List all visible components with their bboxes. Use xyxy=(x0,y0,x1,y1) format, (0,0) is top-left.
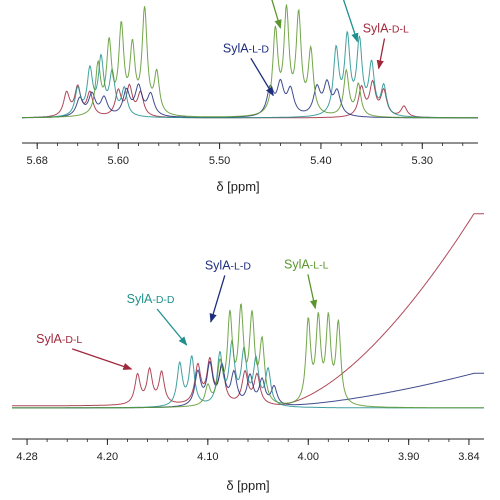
top-spectrum-panel: 5.68 5.60 5.50 5.40 5.30 δ [ppm] SylA-D-L Syl… xyxy=(22,0,478,194)
top-arrow-syla-l-l xyxy=(271,0,282,29)
bottom-x-tick-label: 4.00 xyxy=(298,451,319,463)
bottom-x-axis-title: δ [ppm] xyxy=(226,478,269,493)
bottom-x-tick-label: 3.90 xyxy=(398,451,419,463)
bottom-trace-syla-l-l xyxy=(12,303,484,409)
bottom-trace-syla-d-d xyxy=(12,339,484,409)
bottom-arrow-syla-d-d xyxy=(156,308,188,346)
top-x-tick-label: 5.40 xyxy=(310,155,331,167)
top-arrow-syla-d-l xyxy=(376,38,386,70)
bottom-arrow-syla-d-l xyxy=(71,348,133,370)
top-x-tick-label: 5.60 xyxy=(108,155,129,167)
top-label-syla-l-d: SylA-L-D xyxy=(223,41,270,55)
bottom-x-tick-label: 3.84 xyxy=(458,451,479,463)
bottom-x-tick-label: 4.10 xyxy=(197,451,218,463)
top-trace-syla-l-l xyxy=(22,4,478,119)
bottom-spectrum-traces xyxy=(12,213,484,409)
bottom-x-tick-label: 4.20 xyxy=(97,451,118,463)
top-trace-syla-l-d xyxy=(22,78,478,119)
bottom-label-syla-l-d: SylA-L-D xyxy=(205,258,252,272)
top-trace-syla-d-d xyxy=(22,30,478,119)
bottom-label-syla-l-l: SylA-L-L xyxy=(284,257,329,271)
top-x-tick-label: 5.50 xyxy=(209,155,230,167)
bottom-label-syla-d-l: SylA-D-L xyxy=(36,332,82,346)
top-arrow-syla-l-d xyxy=(250,57,274,97)
bottom-x-tick-label: 4.28 xyxy=(16,451,37,463)
bottom-annotations: SylA-D-L SylA-L-D SylA-D-D SylA-L-L xyxy=(36,257,329,370)
bottom-x-axis-ticks: 4.28 4.20 4.10 4.00 3.90 3.84 xyxy=(16,439,480,463)
bottom-arrow-syla-l-l xyxy=(307,274,318,310)
bottom-arrow-syla-l-d xyxy=(209,275,226,323)
top-x-axis-title: δ [ppm] xyxy=(216,179,259,194)
top-arrow-syla-d-d xyxy=(342,0,359,43)
top-label-syla-d-l: SylA-D-L xyxy=(363,22,409,36)
bottom-trace-syla-l-d xyxy=(12,361,484,409)
bottom-label-syla-d-d: SylA-D-D xyxy=(127,292,175,306)
top-x-tick-label: 5.30 xyxy=(412,155,433,167)
top-x-tick-label: 5.68 xyxy=(26,155,47,167)
bottom-spectrum-panel: 4.28 4.20 4.10 4.00 3.90 3.84 δ [ppm] SylA-D-… xyxy=(12,213,484,493)
top-trace-syla-d-l xyxy=(22,79,478,119)
top-spectrum-traces xyxy=(22,4,478,119)
top-x-axis-ticks: 5.68 5.60 5.50 5.40 5.30 xyxy=(26,143,464,167)
